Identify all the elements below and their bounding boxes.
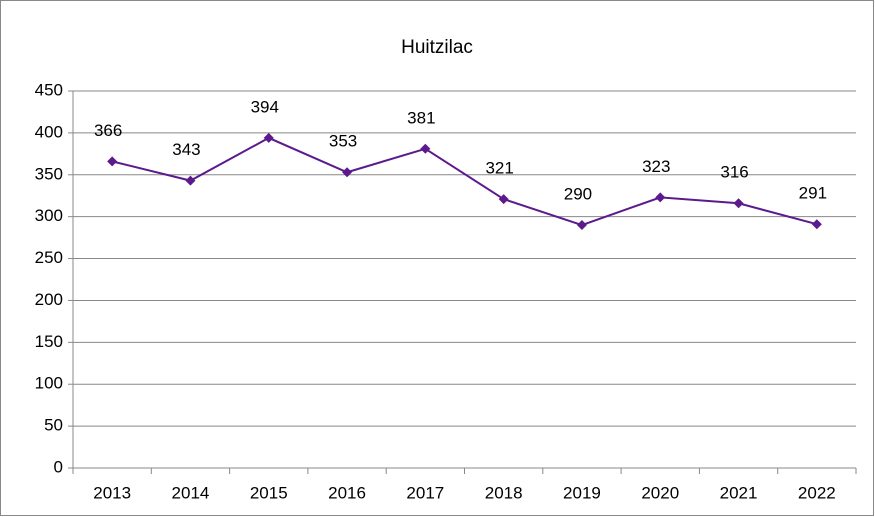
data-point <box>420 143 431 154</box>
data-label: 353 <box>329 132 357 151</box>
y-tick-label: 150 <box>35 332 63 351</box>
data-label: 394 <box>251 97 279 116</box>
data-label: 366 <box>94 121 122 140</box>
y-tick-label: 50 <box>44 416 63 435</box>
y-tick-label: 400 <box>35 122 63 141</box>
y-tick-label: 350 <box>35 164 63 183</box>
y-tick-label: 250 <box>35 248 63 267</box>
y-tick-label: 300 <box>35 206 63 225</box>
x-tick-label: 2017 <box>406 483 444 502</box>
x-tick-label: 2014 <box>172 483 210 502</box>
data-label: 381 <box>407 108 435 127</box>
data-label: 323 <box>642 157 670 176</box>
x-tick-label: 2022 <box>798 483 836 502</box>
data-label: 290 <box>564 185 592 204</box>
x-tick-label: 2015 <box>250 483 288 502</box>
data-point <box>811 219 822 230</box>
x-tick-label: 2021 <box>720 483 758 502</box>
data-point <box>342 167 353 178</box>
data-label: 316 <box>720 163 748 182</box>
data-label: 291 <box>799 184 827 203</box>
chart-title: Huitzilac <box>401 37 473 58</box>
x-tick-label: 2013 <box>93 483 131 502</box>
data-point <box>498 194 509 205</box>
x-tick-label: 2018 <box>485 483 523 502</box>
x-tick-label: 2016 <box>328 483 366 502</box>
data-point <box>733 198 744 209</box>
y-tick-label: 200 <box>35 290 63 309</box>
y-tick-label: 0 <box>54 457 63 476</box>
data-point <box>263 132 274 143</box>
data-point <box>655 192 666 203</box>
data-point <box>107 156 118 167</box>
data-label: 343 <box>172 140 200 159</box>
data-label: 321 <box>485 159 513 178</box>
data-line <box>111 136 818 227</box>
data-point <box>185 175 196 186</box>
x-tick-label: 2020 <box>641 483 679 502</box>
x-tick-label: 2019 <box>563 483 601 502</box>
data-point <box>576 220 587 231</box>
y-tick-label: 450 <box>35 80 63 99</box>
y-tick-label: 100 <box>35 374 63 393</box>
